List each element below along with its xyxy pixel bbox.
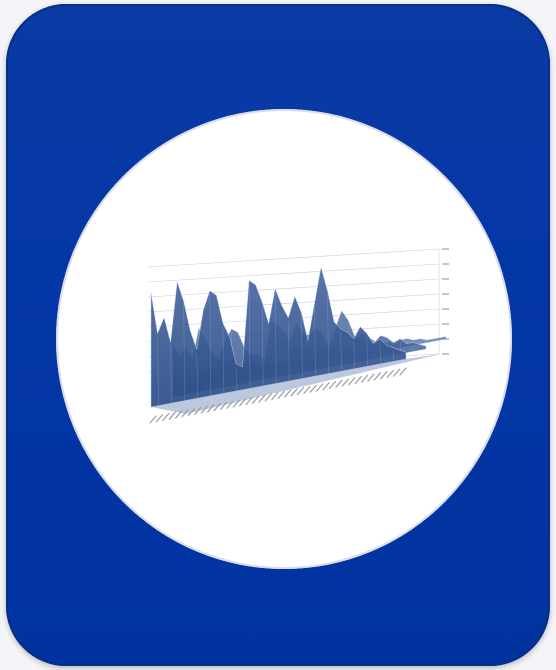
ridge-line (327, 294, 329, 374)
ridge-line (366, 336, 368, 367)
x-tick-label (226, 400, 234, 409)
x-tick-label (187, 408, 196, 417)
ridge-line (157, 336, 159, 406)
y-tick-mark (442, 353, 449, 355)
x-tick-label (296, 387, 305, 396)
ridge-line (314, 306, 316, 377)
x-tick-label (277, 390, 285, 399)
ridge-line (209, 293, 212, 396)
ridge-line (412, 345, 415, 352)
ridge-line (340, 331, 342, 372)
x-tick-label (380, 371, 388, 380)
ridge-line (420, 341, 422, 345)
x-tick-label (316, 383, 324, 392)
x-tick-label (251, 395, 260, 404)
ridge-line (183, 304, 185, 401)
y-tick-mark (442, 308, 449, 310)
x-tick-label (258, 394, 266, 403)
ridge-line (196, 352, 198, 399)
chart-disc (56, 109, 512, 569)
grid-line (147, 263, 440, 283)
y-tick-mark (442, 278, 449, 280)
ridge-line (248, 283, 251, 389)
y-tick-mark (442, 323, 449, 325)
ridge-line (353, 341, 355, 369)
x-tick-label (232, 399, 240, 408)
ridge-line (288, 320, 290, 382)
y-tick-mark (442, 248, 449, 250)
ridge-line (433, 341, 435, 343)
x-tick-label (207, 404, 215, 413)
ridge-line (392, 350, 395, 362)
x-tick-label (194, 406, 202, 415)
x-tick-label (399, 367, 407, 376)
y-tick-mark (442, 263, 449, 265)
ridge-line (170, 345, 172, 404)
area-series (150, 267, 407, 408)
x-tick-label (290, 388, 298, 397)
x-tick-label (335, 379, 343, 388)
x-tick-label (245, 396, 253, 406)
x-tick-label (284, 389, 292, 398)
ridge-line (261, 305, 264, 387)
x-tick-label (219, 401, 228, 411)
x-tick-label (367, 373, 375, 382)
x-tick-label (303, 385, 311, 395)
x-tick-label (155, 414, 164, 423)
x-tick-label (360, 374, 369, 383)
3d-area-chart-icon (147, 248, 449, 424)
x-tick-label (264, 393, 272, 402)
x-tick-label (271, 392, 279, 401)
grid-line (147, 248, 440, 268)
x-tick-label (239, 398, 247, 407)
ridge-line (222, 326, 225, 394)
x-tick-label (341, 378, 349, 387)
x-tick-label (213, 403, 221, 412)
x-tick-label (200, 405, 208, 414)
grid-line (147, 278, 440, 298)
x-tick-label (392, 368, 401, 377)
x-tick-label (149, 415, 157, 424)
x-tick-label (328, 380, 337, 390)
ridge-line (275, 291, 277, 384)
app-tile[interactable] (6, 4, 550, 666)
x-tick-label (386, 369, 394, 379)
y-tick-mark (442, 293, 449, 295)
x-tick-label (348, 377, 356, 386)
x-tick-label (309, 384, 317, 393)
ridge-line (235, 366, 238, 392)
ridge-line (379, 341, 382, 364)
chart-floor (151, 354, 441, 414)
x-tick-label (168, 411, 176, 420)
x-tick-label (181, 409, 189, 418)
x-tick-label (373, 372, 381, 381)
x-tick-label (322, 382, 330, 391)
x-tick-label (354, 376, 362, 385)
x-tick-label (175, 410, 183, 419)
x-tick-label (162, 412, 170, 422)
ridge-line (301, 315, 303, 379)
